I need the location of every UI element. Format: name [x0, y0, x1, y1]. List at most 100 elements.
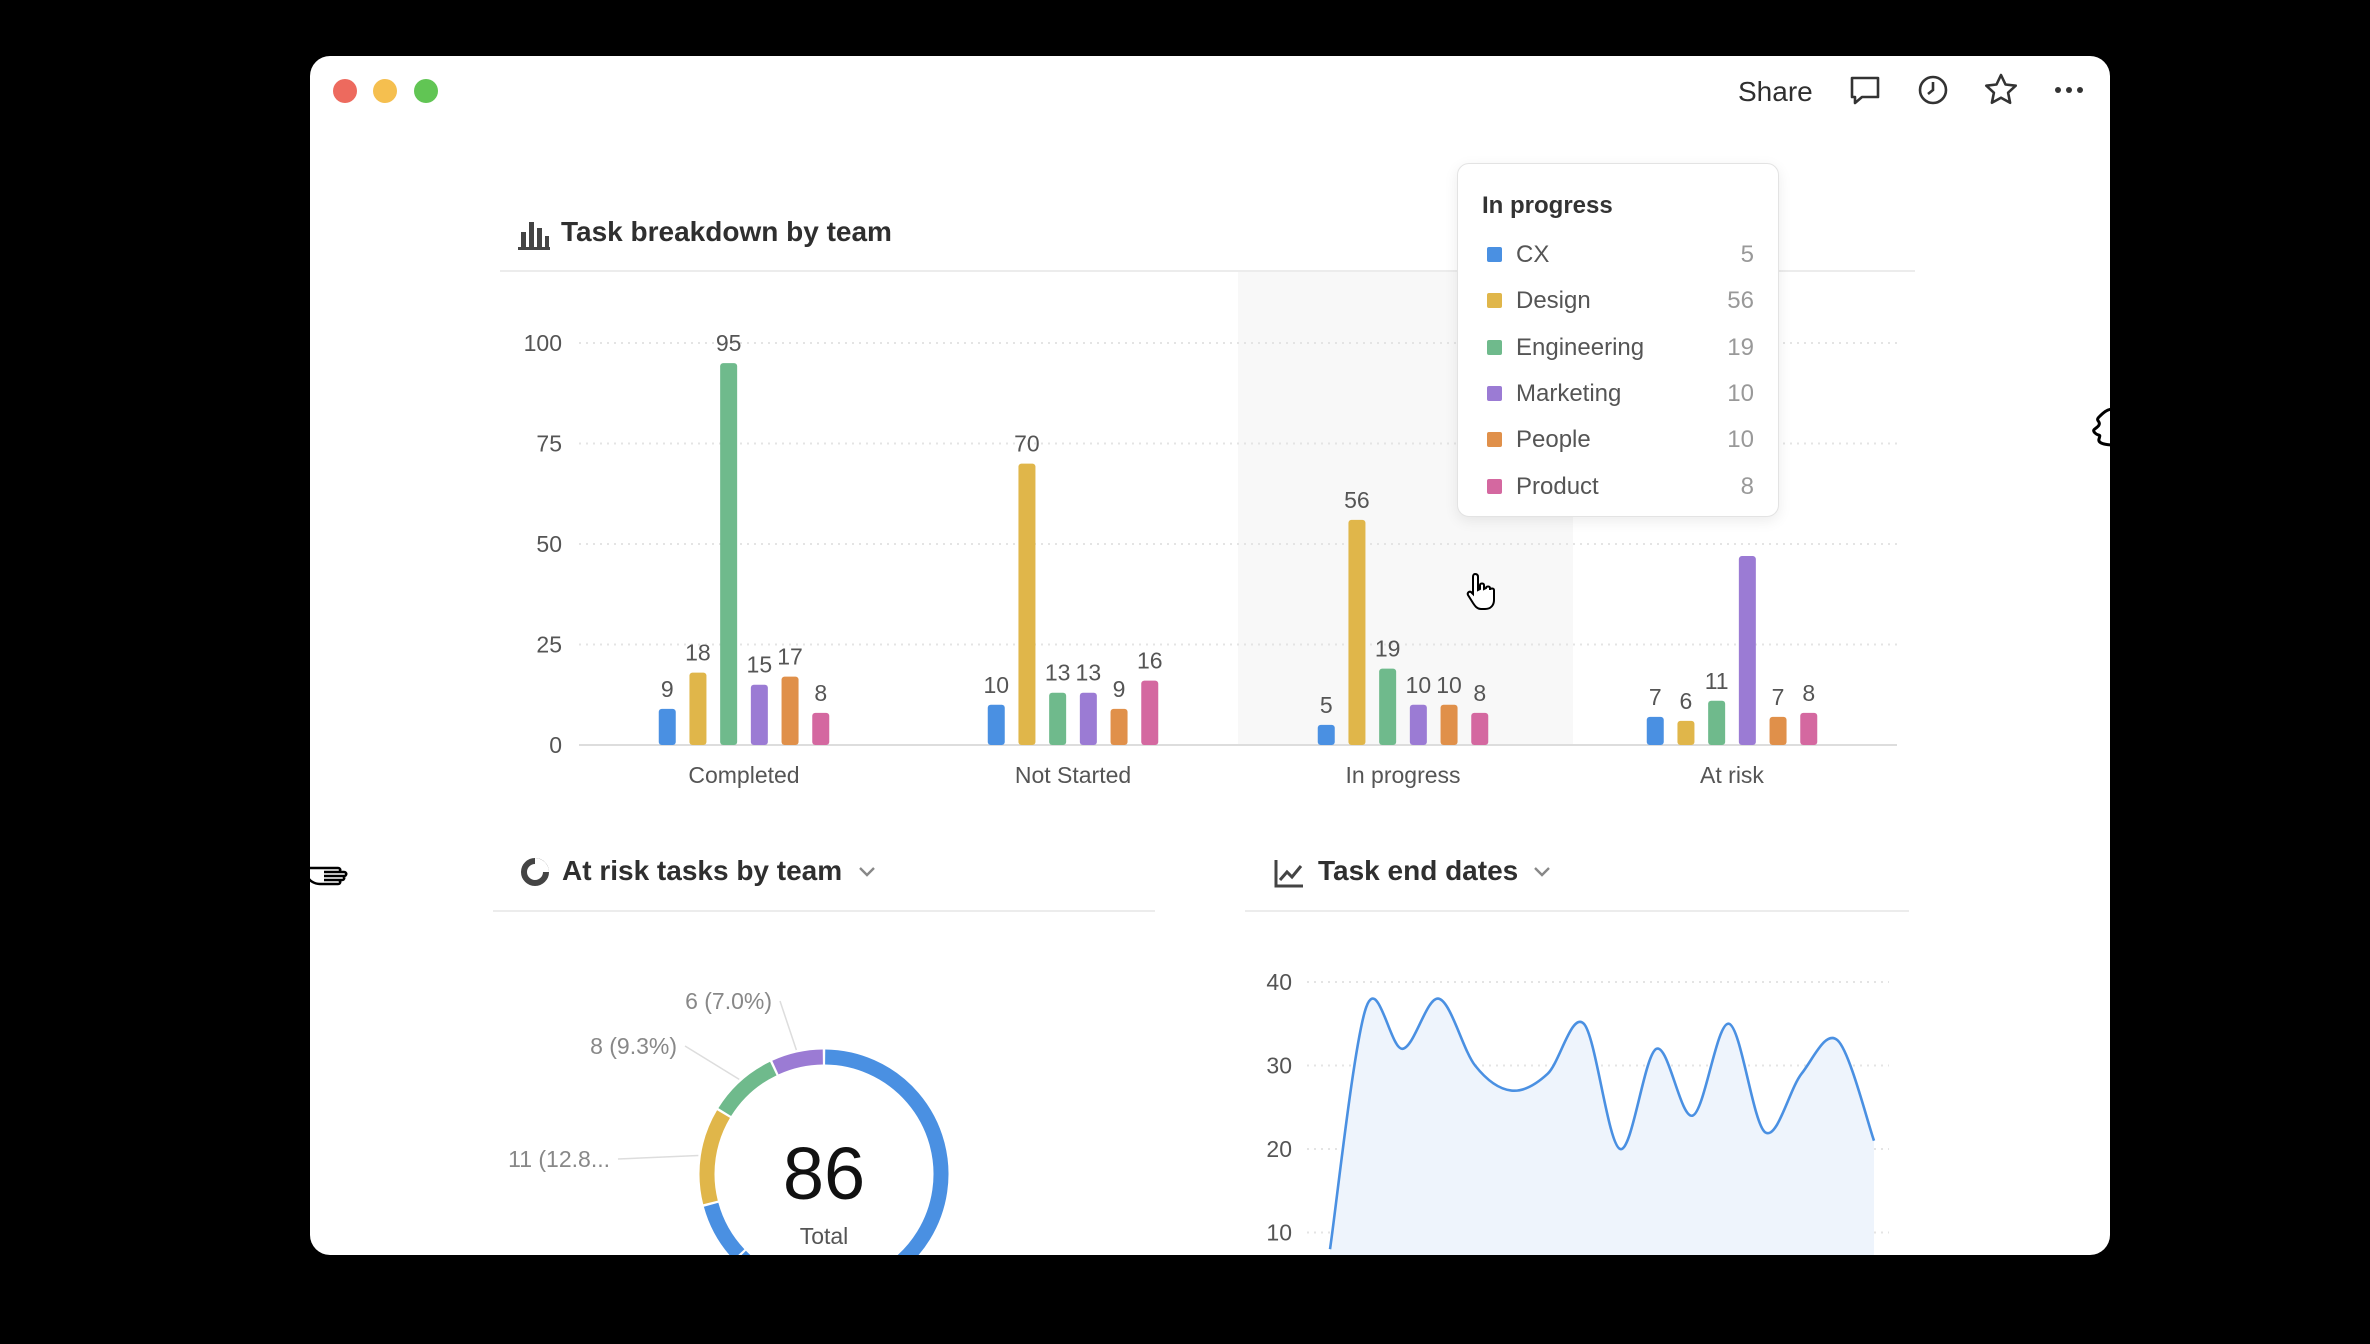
y-tick-label: 25: [536, 632, 562, 658]
bar-value-label: 18: [685, 640, 711, 666]
tooltip-row: Design 56: [1482, 285, 1754, 315]
bar-design: [1348, 519, 1366, 745]
donut-slice: [718, 1061, 777, 1117]
tooltip-row: Engineering 19: [1482, 332, 1754, 362]
bar-chart-icon: [518, 222, 550, 250]
bar-value-label: 19: [1375, 636, 1401, 662]
bar-product: [1471, 712, 1489, 745]
chevron-down-icon[interactable]: [1531, 864, 1553, 880]
tooltip-value: 19: [1727, 333, 1754, 361]
bar-value-label: 56: [1344, 487, 1370, 513]
tooltip-row: People 10: [1482, 424, 1754, 454]
bar-marketing: [750, 684, 768, 745]
bar-value-label: 7: [1649, 684, 1662, 710]
history-icon[interactable]: [1913, 70, 1953, 110]
y-tick-label: 20: [1266, 1136, 1292, 1162]
legend-swatch: [1487, 432, 1502, 448]
bar-product: [1141, 680, 1159, 745]
slice-label: 6 (7.0%): [685, 988, 772, 1014]
bar-value-label: 8: [1473, 680, 1486, 706]
bar-value-label: 17: [777, 644, 803, 670]
bar-value-label: 5: [1320, 692, 1333, 718]
divider: [500, 270, 1915, 272]
bar-cx: [1646, 716, 1664, 745]
tooltip-row: CX 5: [1482, 239, 1754, 269]
y-tick-label: 50: [536, 531, 562, 557]
share-button[interactable]: Share: [1738, 76, 1813, 107]
comment-icon[interactable]: [1845, 70, 1885, 110]
y-tick-label: 100: [524, 330, 562, 356]
donut-slice: [825, 1049, 949, 1255]
bar-value-label: 10: [1436, 672, 1462, 698]
hand-cursor-icon: [310, 866, 348, 886]
more-icon[interactable]: [2049, 70, 2089, 110]
slice-label: 11 (12.8...: [508, 1146, 610, 1172]
bar-engineering: [720, 363, 738, 745]
bar-value-label: 11: [1705, 668, 1729, 694]
label-leader: [779, 1000, 798, 1051]
donut-slice: [699, 1110, 731, 1205]
donut-chart-title[interactable]: At risk tasks by team: [562, 855, 843, 886]
bar-value-label: 16: [1137, 648, 1163, 674]
close-window-button[interactable]: [333, 79, 357, 103]
star-icon[interactable]: [1981, 70, 2021, 110]
y-tick-label: 30: [1266, 1053, 1292, 1079]
tooltip-value: 56: [1727, 287, 1754, 315]
line-series: [1328, 997, 1876, 1250]
chart-tooltip: In progress CX 5 Design 56 Engineering 19 Mark…: [1457, 163, 1779, 517]
x-tick-label: Completed: [688, 762, 799, 788]
area-fill: [1330, 998, 1874, 1255]
bar-people: [781, 676, 799, 745]
bar-engineering: [1708, 700, 1726, 745]
bar-value-label: 8: [814, 680, 827, 706]
tooltip-value: 10: [1727, 426, 1754, 454]
bar-cx: [1317, 724, 1335, 745]
tooltip-label: Design: [1516, 287, 1591, 315]
bar-cx: [658, 708, 676, 745]
y-tick-label: 0: [549, 732, 562, 758]
line-chart[interactable]: 10 20 30 40: [310, 56, 2110, 1255]
tooltip-title: In progress: [1482, 192, 1613, 219]
bar-chart-title: Task breakdown by team: [561, 216, 892, 247]
hand-cursor-icon: [2092, 407, 2110, 447]
bar-value-label: 10: [1406, 672, 1432, 698]
divider: [493, 910, 1155, 912]
chevron-down-icon[interactable]: [856, 864, 878, 880]
bar-people: [1110, 708, 1128, 745]
tooltip-label: Engineering: [1516, 333, 1645, 361]
x-tick-label: In progress: [1345, 762, 1460, 788]
tooltip-value: 10: [1727, 379, 1754, 407]
legend-swatch: [1487, 478, 1502, 494]
maximize-window-button[interactable]: [414, 79, 438, 103]
tooltip-value: 5: [1740, 241, 1754, 268]
bar-cx: [987, 704, 1005, 745]
line-chart-title[interactable]: Task end dates: [1318, 855, 1519, 886]
legend-swatch: [1487, 293, 1502, 309]
bar-value-label: 10: [983, 672, 1009, 698]
bar-marketing: [1738, 556, 1756, 745]
bar-people: [1769, 716, 1787, 745]
y-tick-label: 75: [536, 431, 562, 457]
bar-engineering: [1379, 668, 1397, 745]
tooltip-label: Marketing: [1516, 379, 1622, 407]
legend-swatch: [1487, 247, 1502, 262]
bar-value-label: 7: [1772, 684, 1785, 710]
bar-value-label: 9: [1113, 676, 1126, 702]
tooltip-row: Marketing 10: [1482, 378, 1754, 408]
donut-slice: [772, 1049, 824, 1075]
bar-design: [1018, 463, 1036, 745]
x-tick-label: At risk: [1700, 762, 1764, 788]
legend-swatch: [1487, 385, 1502, 401]
bar-design: [689, 672, 707, 745]
label-leader: [684, 1045, 740, 1081]
tooltip-row: Product 8: [1482, 471, 1754, 501]
bar-people: [1440, 704, 1458, 745]
hand-cursor-icon: [1466, 572, 1495, 610]
minimize-window-button[interactable]: [373, 79, 397, 103]
bar-value-label: 95: [716, 330, 742, 356]
donut-slice: [703, 1202, 745, 1255]
donut-total-label: Total: [800, 1223, 849, 1249]
bar-value-label: 13: [1045, 660, 1071, 686]
bar-product: [812, 712, 830, 745]
